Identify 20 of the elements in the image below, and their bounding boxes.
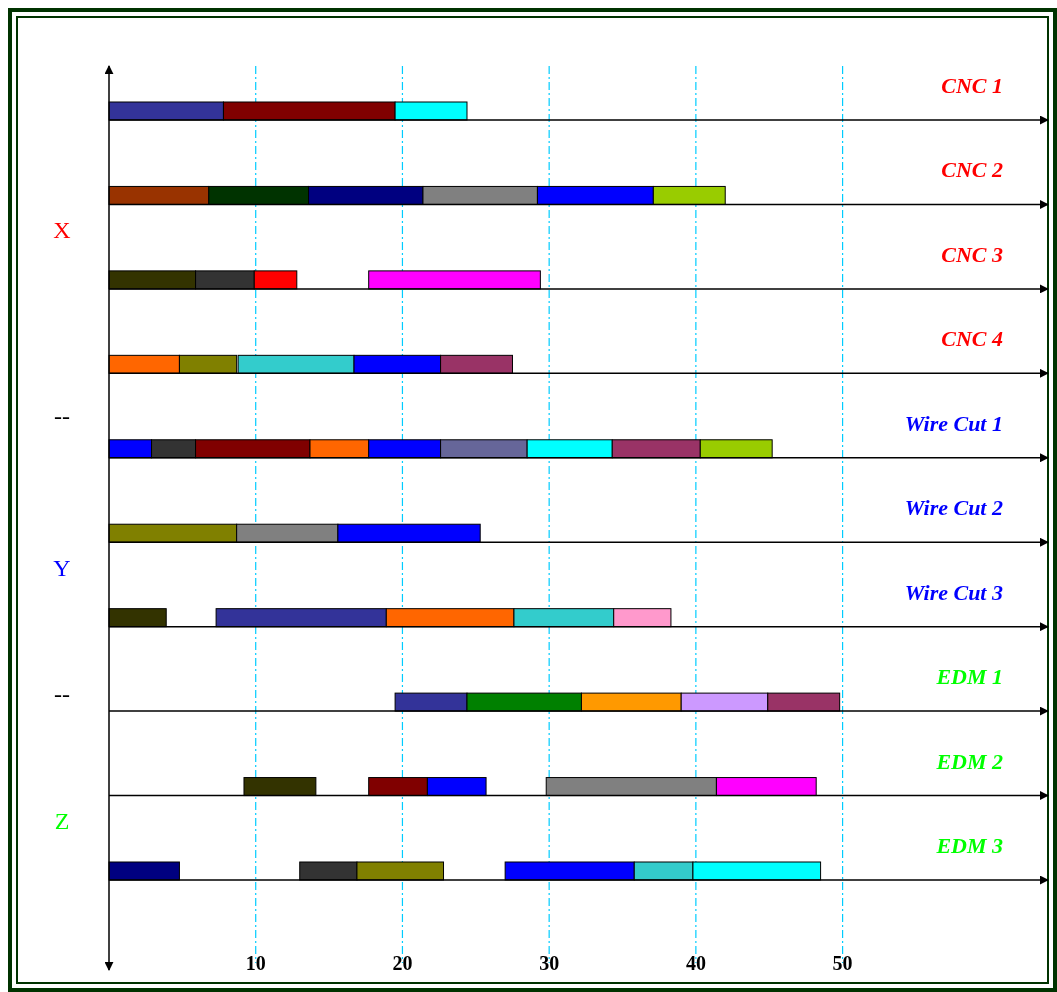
y-tick-label: Wire Cut 2 [904, 495, 1003, 521]
y-tick-label: CNC 4 [941, 326, 1003, 352]
x-tick-label: 20 [392, 952, 413, 974]
text: Y [53, 554, 71, 581]
y-tick-label: EDM 2 [935, 748, 1003, 774]
y-tick-label: Wire Cut 1 [904, 410, 1003, 436]
y-tick-label: EDM 1 [935, 664, 1003, 690]
x-tick-label: 30 [539, 952, 560, 974]
x-tick-label: 50 [832, 952, 853, 974]
y-tick-label: EDM 3 [935, 833, 1003, 858]
text: -- [54, 402, 70, 429]
text: -- [54, 681, 70, 708]
x-tick-label: 40 [685, 952, 706, 974]
x-tick-label: 10 [245, 952, 266, 974]
y-tick-label: CNC 1 [941, 73, 1003, 98]
text: X [53, 216, 71, 243]
y-tick-label: Wire Cut 3 [904, 579, 1003, 605]
y-tick-label: CNC 2 [941, 157, 1003, 183]
y-tick-label: CNC 3 [941, 241, 1003, 267]
text: Z [54, 807, 70, 834]
